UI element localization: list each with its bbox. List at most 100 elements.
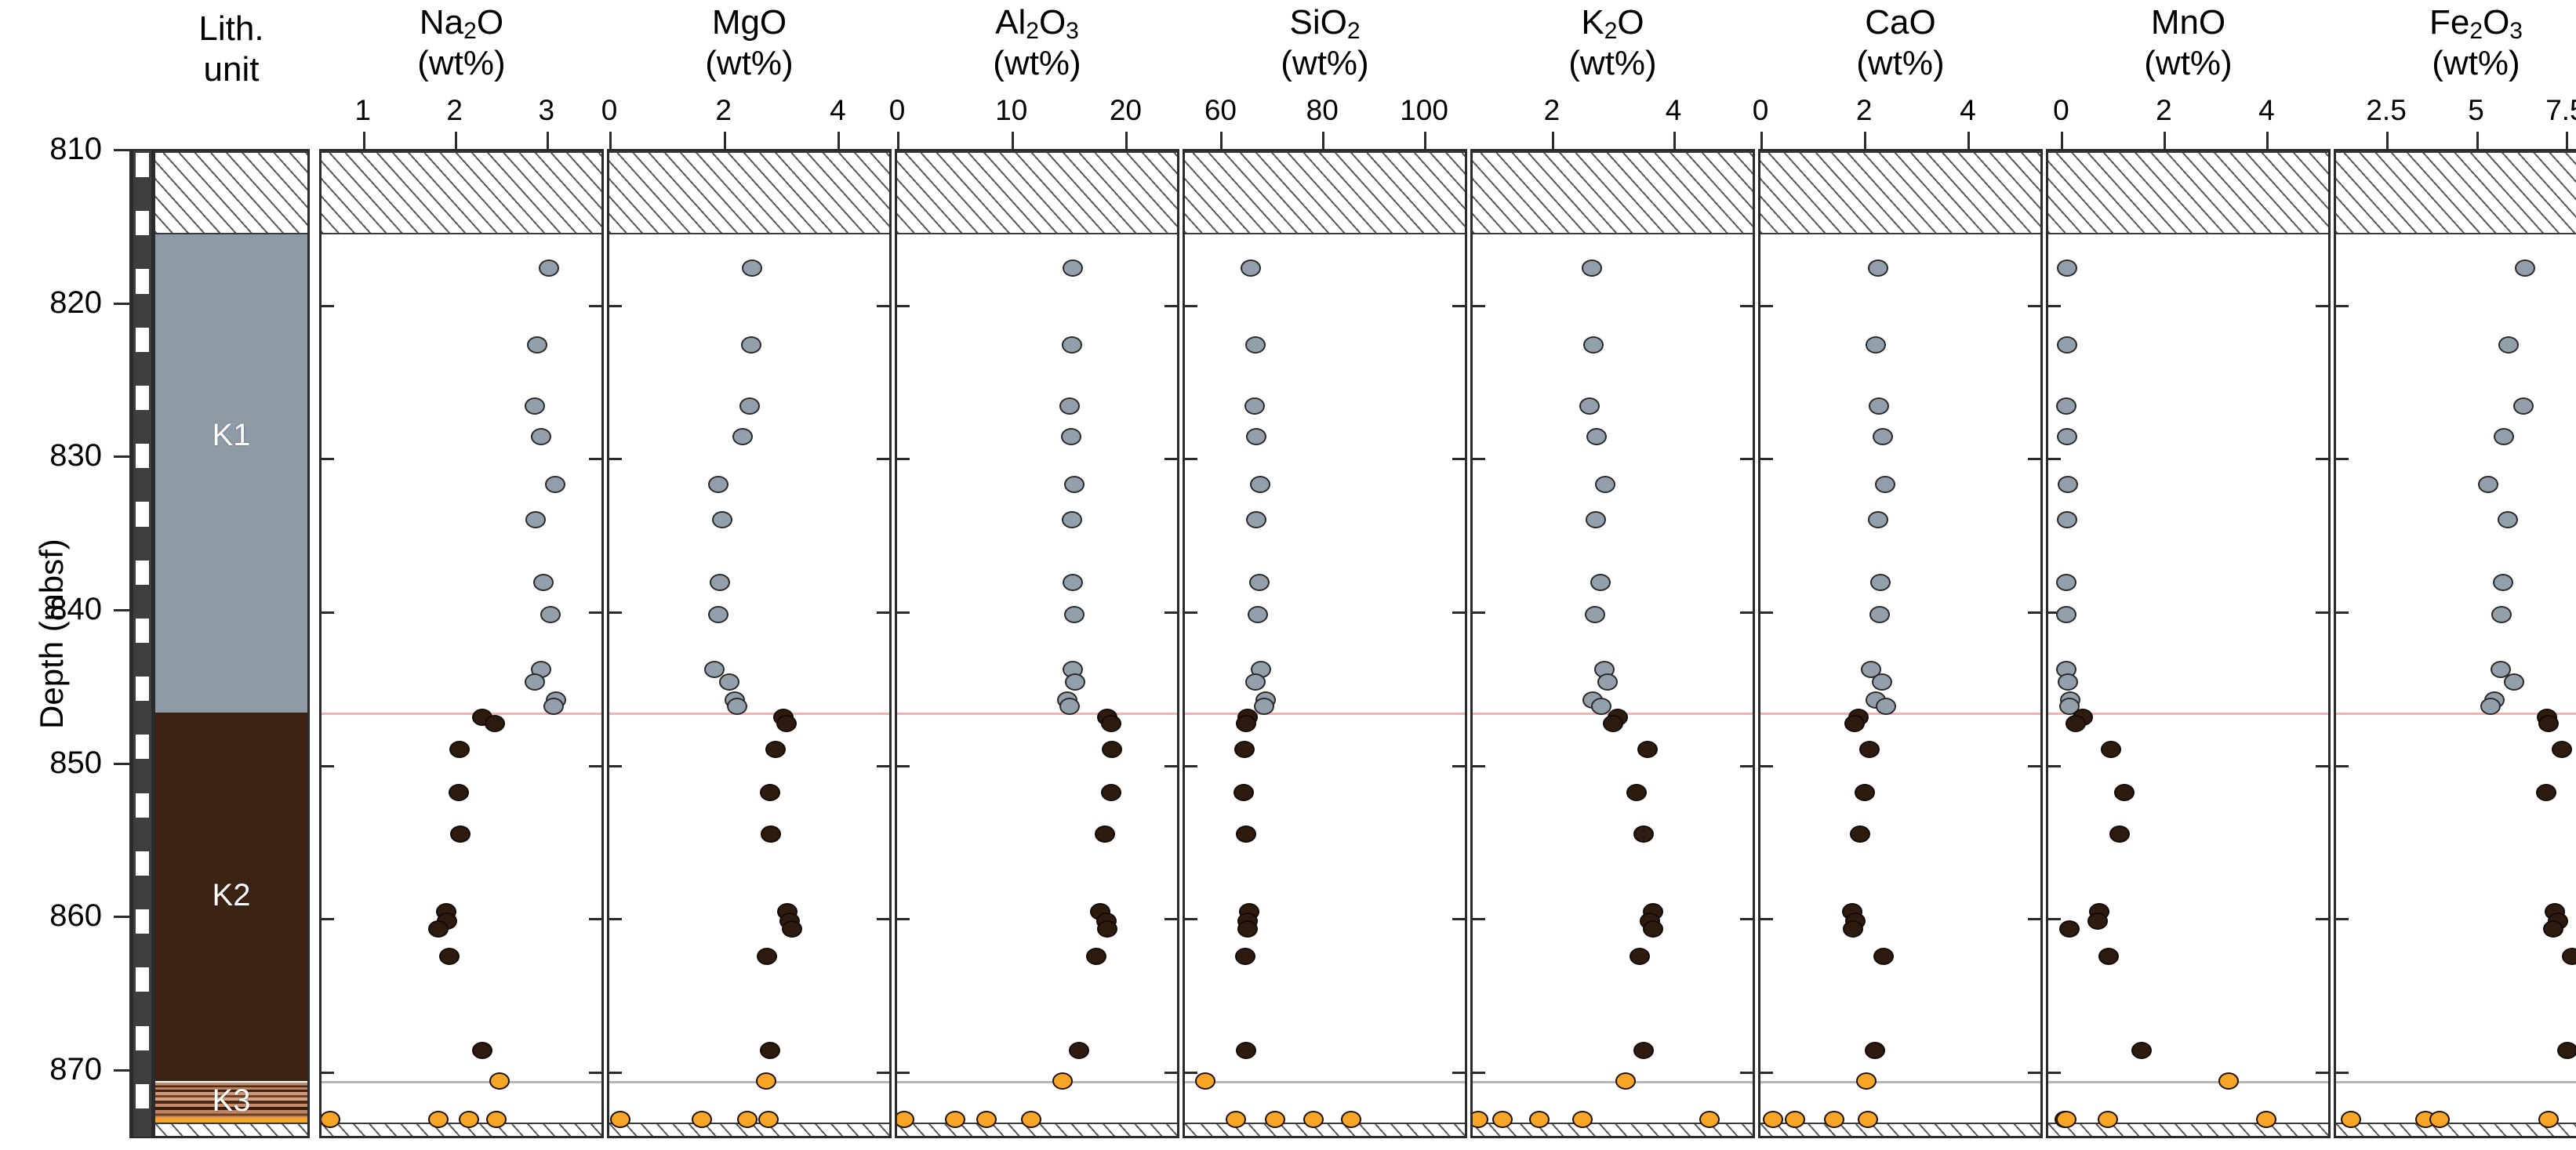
- depth-minor-tick: [2048, 764, 2061, 767]
- data-point: [2538, 714, 2559, 732]
- data-point: [757, 948, 778, 966]
- data-point: [1866, 336, 1887, 354]
- data-point: [1100, 714, 1121, 732]
- depth-minor-tick: [1452, 764, 1465, 767]
- data-point: [2057, 673, 2078, 691]
- data-point: [2535, 783, 2556, 801]
- depth-minor-tick: [1473, 1071, 1485, 1074]
- depth-tick: [114, 302, 131, 305]
- data-point: [1869, 605, 1890, 623]
- depth-minor-tick: [1473, 918, 1485, 921]
- depth-minor-tick: [589, 918, 601, 921]
- data-point: [322, 1110, 341, 1128]
- panel-title-sio2: SiO2: [1289, 3, 1361, 44]
- data-point: [1633, 825, 1654, 843]
- depth-minor-tick: [1760, 918, 1773, 921]
- depth-minor-tick: [1473, 458, 1485, 461]
- data-point: [2557, 1041, 2576, 1059]
- depth-minor-tick: [2316, 1071, 2328, 1074]
- x-axis-tick-label: 2: [1543, 94, 1560, 126]
- data-point: [2498, 336, 2520, 354]
- depth-minor-tick: [589, 764, 601, 767]
- core-recovery-segment: [136, 1025, 149, 1050]
- depth-minor-tick: [1185, 1071, 1197, 1074]
- x-axis-tick-label: 100: [1400, 94, 1448, 126]
- boundary-line: [609, 713, 889, 716]
- data-point: [1195, 1072, 1216, 1090]
- data-point: [2542, 920, 2563, 938]
- data-point: [1245, 427, 1266, 445]
- data-point: [2056, 573, 2077, 591]
- data-point: [1872, 673, 1893, 691]
- x-axis-tick: [1220, 132, 1223, 149]
- data-point: [2492, 573, 2513, 591]
- data-point: [1870, 573, 1891, 591]
- panel-units-k2o: (wt%): [1568, 44, 1657, 82]
- data-point: [1095, 825, 1116, 843]
- depth-minor-tick: [2048, 458, 2061, 461]
- x-axis-tick-label: 0: [888, 94, 906, 126]
- panel-cao: [1758, 149, 2043, 1138]
- panel-no-recovery-hatch: [322, 1122, 601, 1136]
- depth-minor-tick: [2048, 611, 2061, 614]
- data-point: [1603, 714, 1624, 732]
- data-point: [1060, 427, 1081, 445]
- data-point: [1579, 397, 1600, 415]
- data-point: [897, 1110, 914, 1128]
- data-point: [1234, 783, 1255, 801]
- data-point: [2098, 948, 2120, 966]
- data-point: [758, 1110, 779, 1128]
- x-axis-tick: [837, 132, 841, 149]
- data-point: [1864, 1041, 1885, 1059]
- data-point: [2131, 1041, 2152, 1059]
- data-point: [2515, 259, 2535, 277]
- depth-minor-tick: [897, 764, 910, 767]
- depth-minor-tick: [1185, 458, 1197, 461]
- data-point: [1595, 475, 1616, 493]
- x-axis-tick-label: 2: [2156, 94, 2172, 126]
- panel-sio2: [1183, 149, 1467, 1138]
- boundary-line: [2336, 1080, 2576, 1083]
- x-axis-tick-label: 4: [1665, 94, 1682, 126]
- x-axis-tick: [1125, 132, 1128, 149]
- depth-minor-tick: [1164, 1071, 1177, 1074]
- x-axis-tick: [897, 132, 899, 149]
- x-axis-tick: [609, 132, 612, 149]
- depth-minor-tick: [877, 764, 889, 767]
- x-axis-tick: [362, 132, 365, 149]
- data-point: [2056, 510, 2077, 528]
- data-point: [1062, 510, 1083, 528]
- panel-no-recovery-hatch: [2336, 1122, 2576, 1136]
- depth-minor-tick: [1740, 918, 1753, 921]
- data-point: [719, 673, 740, 691]
- depth-minor-tick: [1452, 611, 1465, 614]
- data-point: [710, 573, 731, 591]
- depth-tick-label: 860: [49, 898, 102, 934]
- x-axis-tick-label: 3: [538, 94, 555, 126]
- data-point: [1254, 698, 1274, 716]
- x-axis-tick-label: 20: [1109, 94, 1142, 126]
- core-recovery-segment: [136, 444, 149, 469]
- boundary-line: [2048, 1080, 2328, 1083]
- data-point: [2512, 397, 2534, 415]
- data-point: [1097, 920, 1118, 938]
- data-point: [1875, 698, 1896, 716]
- data-point: [2109, 825, 2130, 843]
- x-axis-tick-label: 1: [354, 94, 371, 126]
- data-point: [449, 741, 471, 759]
- core-recovery-segment: [136, 793, 149, 818]
- panel-units-fe2o3: (wt%): [2432, 44, 2520, 82]
- panel-no-recovery-hatch: [2048, 151, 2328, 234]
- core-recovery-strip: [132, 149, 153, 1138]
- data-point: [765, 741, 787, 759]
- data-point: [1063, 605, 1085, 623]
- depth-minor-tick: [1740, 304, 1753, 307]
- depth-minor-tick: [1452, 304, 1465, 307]
- depth-minor-tick: [589, 304, 601, 307]
- data-point: [756, 1072, 777, 1090]
- data-point: [1236, 714, 1257, 732]
- data-point: [1626, 783, 1648, 801]
- data-point: [759, 1041, 780, 1059]
- depth-minor-tick: [877, 458, 889, 461]
